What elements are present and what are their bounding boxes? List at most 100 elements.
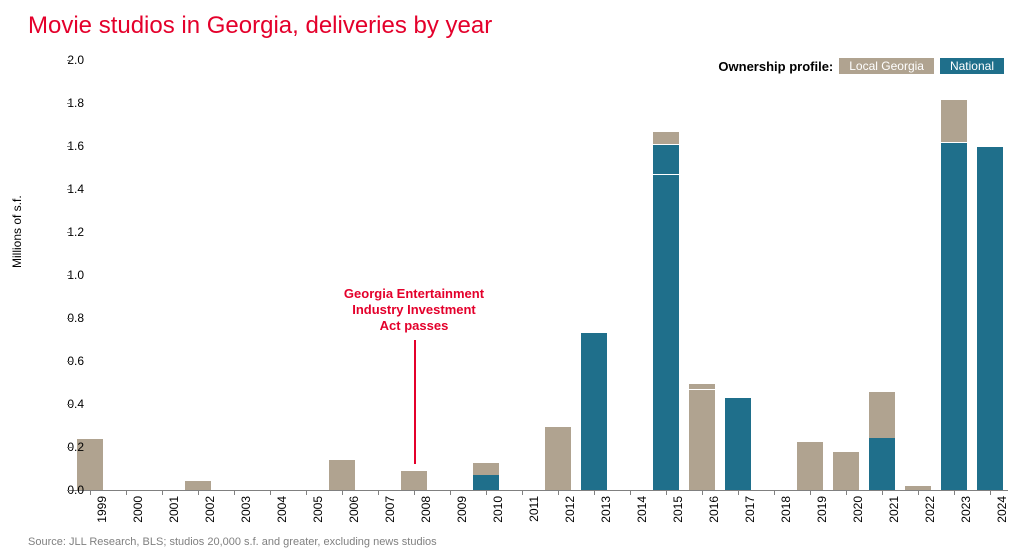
- x-tick-label: 2021: [887, 496, 901, 530]
- bar-segment-national: [941, 275, 966, 490]
- x-tick-label: 2012: [563, 496, 577, 530]
- bar: [977, 146, 1002, 490]
- x-tick-label: 2016: [707, 496, 721, 530]
- bar: [653, 131, 678, 490]
- x-tick-mark: [918, 490, 919, 495]
- x-tick-mark: [990, 490, 991, 495]
- y-tick-mark: [67, 404, 72, 405]
- bar-segment-national: [941, 142, 966, 275]
- bar-segment-local: [869, 391, 894, 438]
- annotation-line: [414, 340, 416, 465]
- x-tick-label: 2007: [383, 496, 397, 530]
- x-tick-mark: [558, 490, 559, 495]
- bar-segment-local: [401, 471, 426, 490]
- x-tick-label: 2000: [131, 496, 145, 530]
- x-tick-label: 2015: [671, 496, 685, 530]
- x-tick-label: 2014: [635, 496, 649, 530]
- bar-segment-local: [185, 481, 210, 490]
- bar-segment-local: [833, 466, 858, 490]
- y-tick-mark: [67, 103, 72, 104]
- x-tick-mark: [342, 490, 343, 495]
- bar-segment-local: [545, 430, 570, 490]
- x-tick-mark: [198, 490, 199, 495]
- source-text: Source: JLL Research, BLS; studios 20,00…: [28, 536, 437, 548]
- bar-segment-local: [941, 99, 966, 142]
- y-tick-mark: [67, 189, 72, 190]
- x-tick-mark: [954, 490, 955, 495]
- x-tick-label: 2001: [167, 496, 181, 530]
- y-tick-mark: [67, 232, 72, 233]
- bar: [185, 481, 210, 490]
- x-tick-label: 2002: [203, 496, 217, 530]
- y-tick-mark: [67, 447, 72, 448]
- bar: [941, 99, 966, 490]
- x-tick-mark: [738, 490, 739, 495]
- bar-segment-national: [977, 275, 1002, 490]
- x-tick-mark: [522, 490, 523, 495]
- y-axis-title: Millions of s.f.: [10, 195, 24, 268]
- bar-segment-national: [977, 146, 1002, 275]
- plot-area: Georgia EntertainmentIndustry Investment…: [72, 60, 1008, 490]
- bar: [833, 451, 858, 490]
- bar: [545, 426, 570, 490]
- bar-segment-local: [797, 447, 822, 490]
- x-tick-label: 2009: [455, 496, 469, 530]
- x-tick-label: 2006: [347, 496, 361, 530]
- bar-segment-national: [725, 398, 750, 490]
- x-tick-mark: [450, 490, 451, 495]
- x-tick-label: 2013: [599, 496, 613, 530]
- x-tick-label: 2004: [275, 496, 289, 530]
- annotation-text: Georgia EntertainmentIndustry Investment…: [329, 286, 499, 335]
- x-tick-label: 2018: [779, 496, 793, 530]
- x-tick-mark: [846, 490, 847, 495]
- y-tick-mark: [67, 318, 72, 319]
- bar-segment-national: [653, 307, 678, 490]
- bar-segment-local: [653, 131, 678, 144]
- x-tick-label: 2024: [995, 496, 1009, 530]
- x-tick-mark: [882, 490, 883, 495]
- bar-segment-local: [329, 460, 354, 490]
- chart-title: Movie studios in Georgia, deliveries by …: [28, 12, 492, 40]
- x-tick-label: 2022: [923, 496, 937, 530]
- bar-segment-local: [473, 462, 498, 475]
- x-tick-label: 2017: [743, 496, 757, 530]
- x-tick-label: 2003: [239, 496, 253, 530]
- bar-segment-local: [833, 451, 858, 466]
- x-tick-label: 2023: [959, 496, 973, 530]
- bar-segment-national: [581, 333, 606, 490]
- bar-segment-national: [869, 438, 894, 490]
- x-tick-mark: [162, 490, 163, 495]
- bar: [581, 333, 606, 490]
- bar: [401, 471, 426, 490]
- x-axis-line: [72, 490, 1008, 491]
- x-tick-mark: [810, 490, 811, 495]
- y-tick-mark: [67, 146, 72, 147]
- x-tick-mark: [702, 490, 703, 495]
- bar-segment-national: [473, 475, 498, 490]
- bar-segment-local: [689, 389, 714, 400]
- x-tick-mark: [666, 490, 667, 495]
- y-tick-mark: [67, 361, 72, 362]
- x-tick-label: 2010: [491, 496, 505, 530]
- x-tick-mark: [126, 490, 127, 495]
- x-tick-label: 2011: [527, 496, 541, 530]
- bar: [869, 391, 894, 490]
- x-tick-mark: [594, 490, 595, 495]
- x-tick-mark: [270, 490, 271, 495]
- x-tick-label: 2005: [311, 496, 325, 530]
- bar-segment-national: [653, 174, 678, 307]
- bar-segment-local: [689, 400, 714, 490]
- y-tick-mark: [67, 490, 72, 491]
- x-tick-label: 1999: [95, 496, 109, 530]
- bar: [725, 398, 750, 490]
- x-tick-mark: [630, 490, 631, 495]
- bar: [329, 460, 354, 490]
- x-tick-label: 2008: [419, 496, 433, 530]
- y-tick-mark: [67, 275, 72, 276]
- x-tick-mark: [414, 490, 415, 495]
- x-tick-mark: [378, 490, 379, 495]
- x-tick-label: 2019: [815, 496, 829, 530]
- x-tick-mark: [486, 490, 487, 495]
- x-tick-mark: [774, 490, 775, 495]
- bar: [797, 441, 822, 490]
